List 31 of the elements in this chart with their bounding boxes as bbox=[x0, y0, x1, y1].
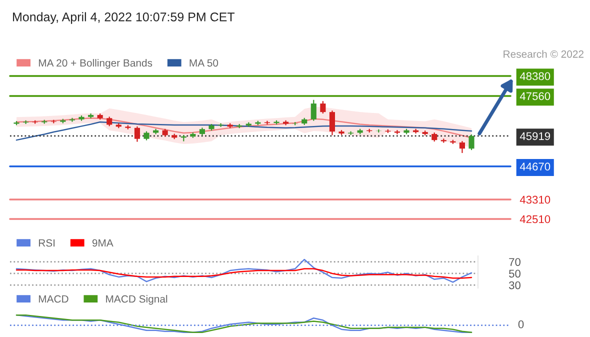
series-label: MACD bbox=[38, 295, 68, 303]
y-tick-label: 30 bbox=[508, 281, 520, 290]
candlestick bbox=[432, 132, 438, 142]
y-tick-label: 70 bbox=[509, 258, 520, 266]
y-tick-label: 48380 bbox=[520, 72, 550, 80]
line-series bbox=[16, 268, 472, 279]
candlestick bbox=[468, 134, 474, 151]
y-tick-label: 42510 bbox=[520, 215, 550, 224]
candlestick bbox=[218, 122, 224, 128]
chart-title: Monday, April 4, 2022 10:07:59 PM CET bbox=[13, 12, 235, 24]
ref-line-label: 0 bbox=[518, 320, 524, 328]
y-tick-label: 47560 bbox=[520, 92, 550, 100]
line-series bbox=[16, 258, 472, 283]
text: Research © 2022 bbox=[504, 50, 584, 58]
candlestick bbox=[329, 110, 335, 136]
candlestick bbox=[106, 116, 112, 127]
legend-label: MACD Signal bbox=[106, 295, 168, 305]
legend-label: MA 50 bbox=[190, 59, 218, 67]
y-tick-label: 43310 bbox=[520, 196, 550, 204]
legend-label: MA 20 + Bollinger Bands bbox=[38, 59, 152, 69]
candlestick bbox=[320, 100, 326, 114]
legend-label: 9MA bbox=[92, 239, 114, 247]
y-tick-label: 50 bbox=[509, 270, 520, 278]
y-tick-label: 44670 bbox=[520, 162, 550, 171]
candlestick bbox=[310, 99, 316, 122]
candlestick bbox=[134, 126, 140, 142]
legend-label: RSI bbox=[38, 239, 55, 247]
candlestick bbox=[69, 117, 75, 122]
candlestick bbox=[144, 130, 150, 141]
candlestick bbox=[459, 140, 465, 154]
y-tick-label: 45919 bbox=[520, 132, 550, 140]
